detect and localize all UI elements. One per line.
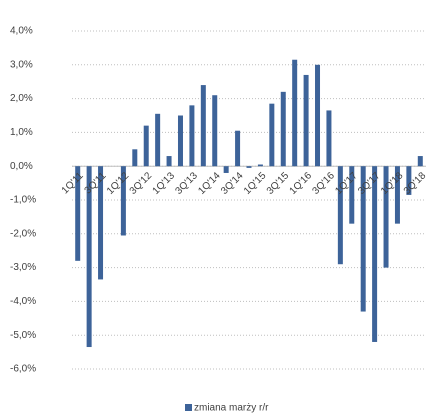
x-tick-label: 3Q'13 (173, 170, 200, 197)
y-tick-label: 1,0% (10, 127, 33, 138)
bar (372, 166, 378, 342)
bar (337, 166, 343, 265)
bar (143, 125, 149, 167)
bar (394, 166, 400, 224)
bar (246, 166, 252, 168)
bar (235, 130, 241, 167)
x-tick-label: 1Q'11 (60, 170, 86, 196)
bar (132, 149, 138, 167)
bar (200, 85, 206, 167)
y-tick-label: 0,0% (10, 161, 33, 172)
bar (189, 105, 195, 167)
bar (349, 166, 355, 224)
bar (155, 113, 161, 167)
x-tick-label: 1Q'18 (379, 170, 406, 197)
x-tick-label: 1Q'16 (288, 170, 315, 197)
bar (177, 115, 183, 167)
bar (292, 59, 298, 167)
bar (417, 156, 423, 167)
x-tick-label: 1Q'15 (242, 170, 269, 197)
x-tick-label: 1Q'12 (105, 170, 132, 197)
x-tick-label: 3Q'18 (402, 170, 426, 197)
bar (257, 164, 263, 167)
legend-label: zmiana marży r/r (194, 403, 269, 414)
y-tick-label: -2,0% (10, 228, 36, 239)
y-tick-label: -5,0% (10, 330, 36, 341)
bar (269, 103, 275, 167)
x-tick-label: 3Q'12 (128, 170, 155, 197)
bar (406, 166, 412, 195)
bar (120, 166, 126, 236)
x-tick-label: 1Q'14 (196, 170, 223, 197)
bar (303, 74, 309, 167)
bar (383, 166, 389, 268)
x-tick-label: 3Q'11 (83, 170, 109, 196)
x-tick-label: 3Q'17 (356, 170, 383, 197)
x-tick-label: 3Q'14 (219, 170, 246, 197)
y-tick-label: 4,0% (10, 26, 33, 37)
bar (326, 110, 332, 167)
y-tick-label: 2,0% (10, 93, 33, 104)
bar (75, 166, 81, 261)
bar (223, 166, 229, 173)
y-tick-label: -1,0% (10, 195, 36, 206)
bar (86, 166, 92, 348)
bar (280, 91, 286, 167)
x-tick-label: 3Q'16 (310, 170, 337, 197)
y-tick-label: -4,0% (10, 296, 36, 307)
bar (98, 166, 104, 280)
bar (212, 95, 218, 167)
x-tick-label: 1Q'13 (151, 170, 178, 197)
bar (360, 166, 366, 312)
legend-swatch (185, 404, 192, 411)
y-tick-label: 3,0% (10, 59, 33, 70)
y-tick-label: -3,0% (10, 262, 36, 273)
x-tick-label: 3Q'15 (265, 170, 292, 197)
y-tick-label: -6,0% (10, 364, 36, 375)
bar (315, 64, 321, 167)
bar (166, 156, 172, 167)
x-tick-label: 1Q'17 (333, 170, 360, 197)
